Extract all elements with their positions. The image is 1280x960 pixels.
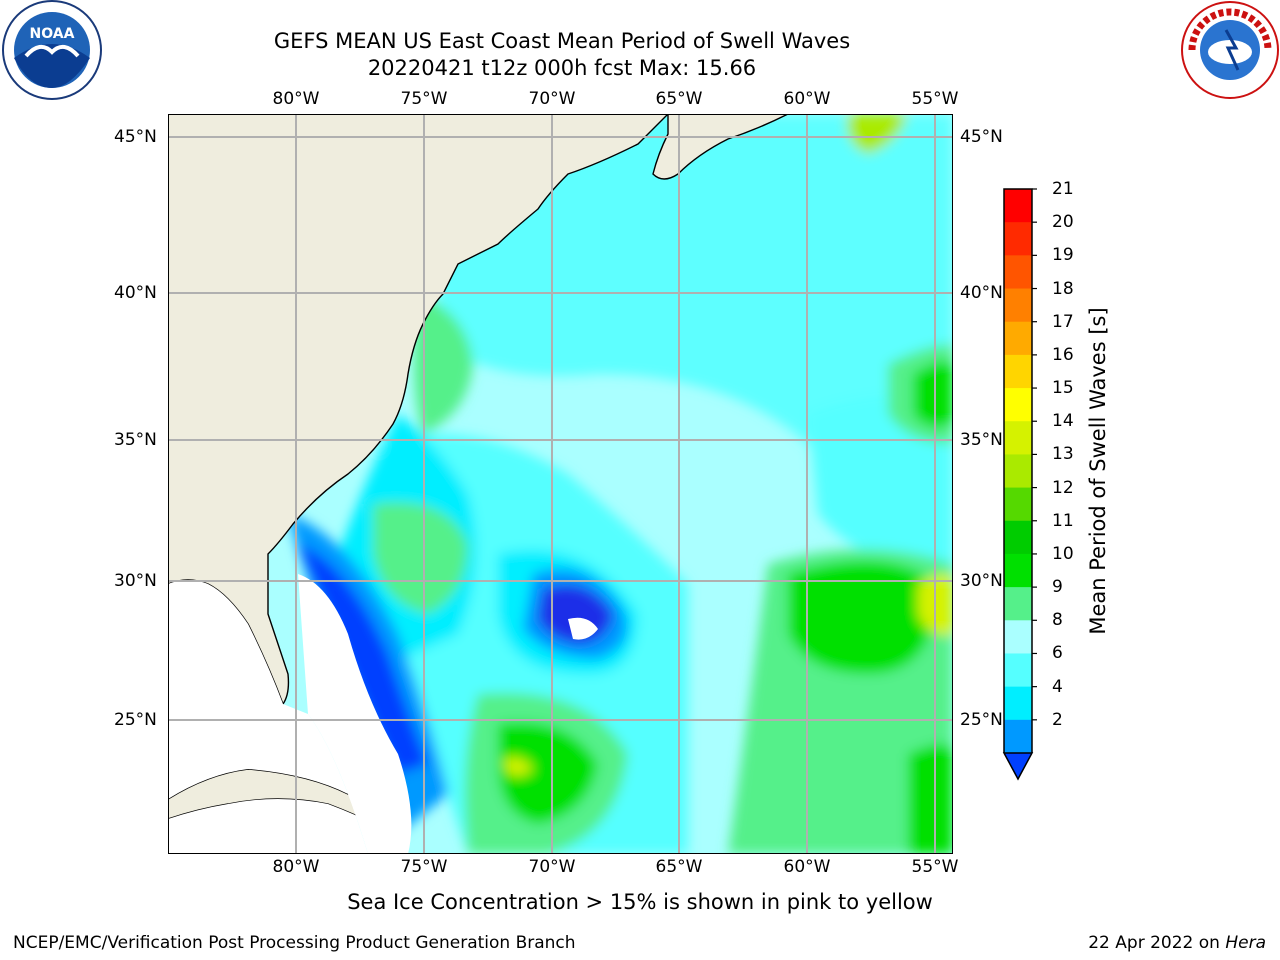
colorbar-bin xyxy=(1004,553,1032,588)
credit-text: NCEP/EMC/Verification Post Processing Pr… xyxy=(13,933,576,953)
lon-label-top: 70°W xyxy=(528,89,576,109)
colorbar-tick-label: 16 xyxy=(1052,344,1074,365)
lat-label-right: 30°N xyxy=(960,571,1003,591)
colorbar-bin xyxy=(1004,520,1032,555)
colorbar-bin xyxy=(1004,354,1032,389)
colorbar-bin xyxy=(1004,189,1032,223)
colorbar-tick-label: 11 xyxy=(1052,510,1074,531)
colorbar-bin xyxy=(1004,321,1032,356)
map-subtitle: 20220421 t12z 000h fcst Max: 15.66 xyxy=(367,56,757,80)
lon-label-top: 65°W xyxy=(655,89,703,109)
colorbar-tick-label: 21 xyxy=(1052,179,1074,199)
lat-label-left: 25°N xyxy=(114,710,157,730)
lat-label-left: 35°N xyxy=(114,430,157,450)
swell-period-map xyxy=(167,113,954,855)
lon-label-bottom: 80°W xyxy=(272,857,320,877)
colorbar-tick-label: 9 xyxy=(1052,577,1063,598)
lon-label-top: 75°W xyxy=(400,89,448,109)
colorbar-tick-label: 8 xyxy=(1052,610,1063,631)
colorbar-bin xyxy=(1004,454,1032,489)
lon-label-bottom: 75°W xyxy=(400,857,448,877)
colorbar-tick-label: 2 xyxy=(1052,709,1063,730)
colorbar-tick-label: 15 xyxy=(1052,378,1074,399)
lat-label-right: 40°N xyxy=(960,283,1003,303)
colorbar xyxy=(1002,188,1037,781)
colorbar-bin xyxy=(1004,222,1032,256)
sea-ice-note: Sea Ice Concentration > 15% is shown in … xyxy=(347,890,933,914)
colorbar-tick-label: 17 xyxy=(1052,311,1074,332)
lat-label-right: 45°N xyxy=(960,127,1003,147)
lon-label-top: 80°W xyxy=(272,89,320,109)
colorbar-bin xyxy=(1004,620,1032,654)
lat-lon-grid xyxy=(168,114,953,854)
colorbar-label: Mean Period of Swell Waves [s] xyxy=(1086,307,1110,635)
colorbar-bin xyxy=(1004,587,1032,621)
colorbar-tick-label: 13 xyxy=(1052,444,1074,465)
colorbar-bin xyxy=(1004,388,1032,422)
lat-label-right: 35°N xyxy=(960,430,1003,450)
colorbar-tick-label: 4 xyxy=(1052,676,1063,697)
nws-logo xyxy=(1180,0,1280,100)
noaa-logo: NOAA xyxy=(0,0,104,100)
colorbar-tick-label: 20 xyxy=(1052,212,1074,233)
lon-label-bottom: 70°W xyxy=(528,857,576,877)
svg-text:NOAA: NOAA xyxy=(30,26,75,42)
map-title: GEFS MEAN US East Coast Mean Period of S… xyxy=(273,29,851,53)
colorbar-bin xyxy=(1004,653,1032,688)
lat-label-right: 25°N xyxy=(960,710,1003,730)
lon-label-top: 55°W xyxy=(911,89,959,109)
colorbar-frame xyxy=(1003,188,1033,753)
no-data-areas xyxy=(168,574,598,854)
lat-label-left: 30°N xyxy=(114,571,157,591)
colorbar-extend-triangle xyxy=(1002,752,1034,781)
lon-label-top: 60°W xyxy=(783,89,831,109)
colorbar-bin xyxy=(1004,686,1032,721)
colorbar-tick-label: 12 xyxy=(1052,477,1074,498)
lat-label-left: 40°N xyxy=(114,283,157,303)
colorbar-bin xyxy=(1004,288,1032,323)
lon-label-bottom: 65°W xyxy=(655,857,703,877)
colorbar-bin xyxy=(1004,421,1032,455)
colorbar-bin xyxy=(1004,255,1032,290)
colorbar-tick-label: 6 xyxy=(1052,643,1063,664)
host-name: Hera xyxy=(1225,933,1266,953)
lon-label-bottom: 60°W xyxy=(783,857,831,877)
date-stamp: 22 Apr 2022 on Hera xyxy=(1088,933,1266,953)
colorbar-tick-label: 14 xyxy=(1052,411,1074,432)
lon-label-bottom: 55°W xyxy=(911,857,959,877)
colorbar-tick-label: 18 xyxy=(1052,278,1074,299)
colorbar-tick-label: 10 xyxy=(1052,543,1074,564)
colorbar-bin xyxy=(1004,487,1032,522)
swell-fields xyxy=(288,114,953,854)
lat-label-left: 45°N xyxy=(114,127,157,147)
colorbar-bin xyxy=(1004,719,1032,754)
colorbar-tick-label: 19 xyxy=(1052,245,1074,266)
